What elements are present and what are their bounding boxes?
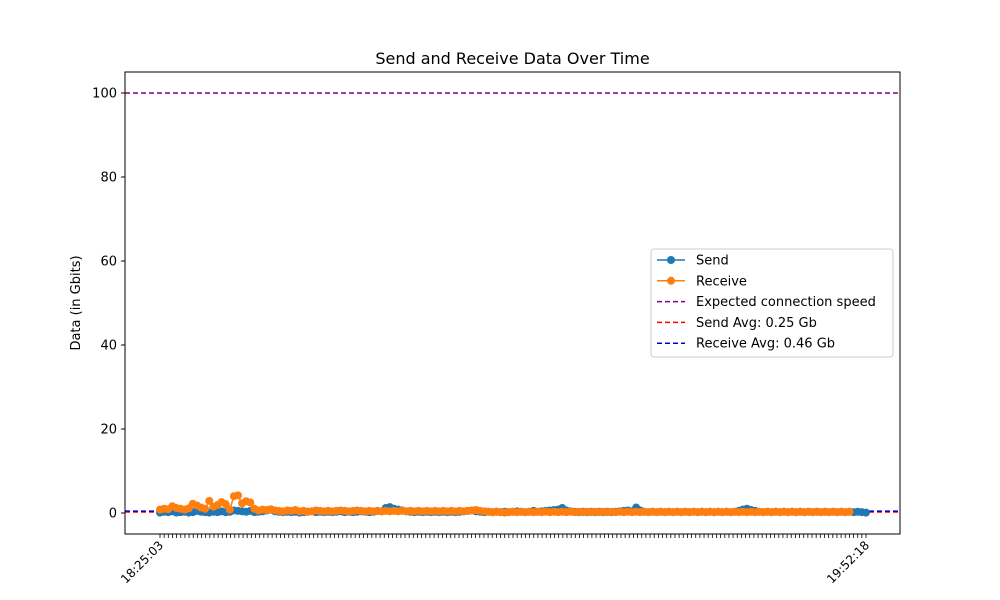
y-tick-label: 100 bbox=[92, 87, 117, 102]
y-tick-label: 80 bbox=[100, 171, 117, 186]
legend-label: Send Avg: 0.25 Gb bbox=[696, 316, 817, 331]
legend-label: Receive Avg: 0.46 Gb bbox=[696, 337, 835, 352]
legend-label: Send bbox=[696, 254, 729, 269]
legend-marker bbox=[667, 276, 675, 285]
y-tick-label: 0 bbox=[109, 507, 117, 522]
series-1-point bbox=[225, 505, 234, 514]
series-1-point bbox=[233, 491, 242, 500]
plot-area bbox=[125, 92, 900, 517]
legend-label: Receive bbox=[696, 274, 747, 289]
legend-marker bbox=[667, 256, 675, 264]
series-1-point bbox=[205, 496, 214, 505]
y-tick-label: 60 bbox=[100, 255, 117, 270]
series-1-point bbox=[221, 500, 230, 509]
axes-frame bbox=[124, 71, 901, 535]
y-tick-label: 40 bbox=[100, 339, 117, 354]
series-1-point bbox=[201, 504, 210, 513]
series-1-point bbox=[246, 498, 255, 507]
legend-box bbox=[650, 248, 894, 358]
series-0-point bbox=[862, 508, 870, 517]
chart-title: Send and Receive Data Over Time bbox=[375, 49, 649, 68]
series-1-point bbox=[845, 507, 854, 516]
y-axis-ticks: 0 20 40 60 80 100 bbox=[92, 87, 125, 522]
y-axis-label: Data (in Gbits) bbox=[69, 255, 84, 350]
legend: Send Receive Expected connection speed Send… bbox=[650, 248, 894, 358]
legend-label: Expected connection speed bbox=[696, 295, 876, 310]
y-tick-label: 20 bbox=[100, 423, 117, 438]
